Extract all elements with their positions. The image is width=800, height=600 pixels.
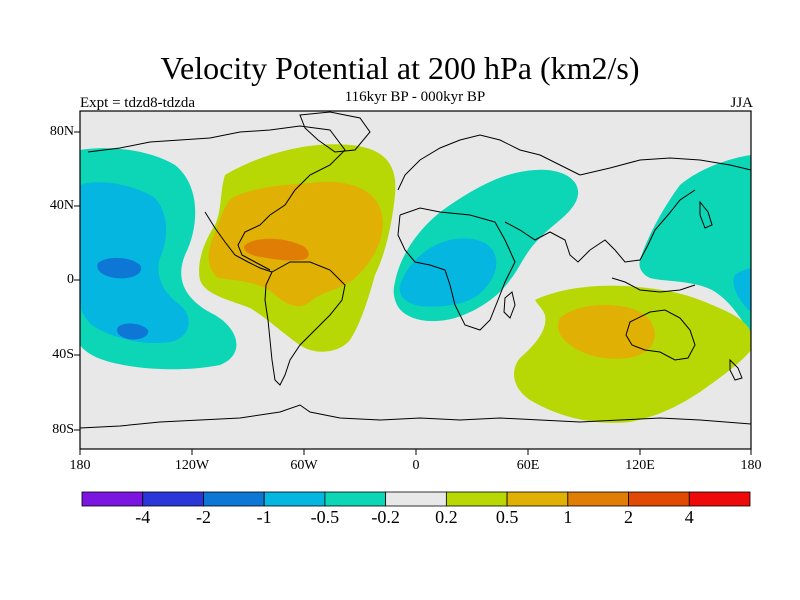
colorbar-swatch	[385, 491, 447, 507]
map-title: Velocity Potential at 200 hPa (km2/s)	[160, 50, 640, 86]
lon-label-180w: 180	[69, 458, 91, 473]
coast-north-america	[87, 125, 346, 271]
colorbar-swatch	[203, 491, 265, 507]
colorbar-swatch	[445, 491, 508, 507]
lon-label-0: 0	[412, 458, 420, 473]
lat-label-0: 0	[67, 272, 74, 287]
colorbar-label: -4	[135, 507, 151, 527]
colorbar-label: -0.5	[310, 507, 340, 527]
experiment-label: Expt = tdzd8-tdzda	[80, 95, 196, 111]
colorbar-label: -1	[256, 507, 272, 527]
colorbar-label: 0.5	[495, 507, 519, 527]
colorbar-label: 4	[684, 507, 694, 527]
lon-label-120e: 120E	[625, 458, 655, 473]
contour-pacific-neg-1b	[117, 323, 149, 340]
coast-antarctica	[80, 404, 751, 429]
map-subtitle: 116kyr BP - 000kyr BP	[344, 89, 486, 105]
coast-indonesia	[611, 277, 696, 293]
coast-japan	[699, 200, 713, 229]
axis-ticks	[74, 131, 752, 455]
colorbar-swatch	[628, 491, 690, 507]
contour-africa-neg-05	[399, 238, 497, 307]
lon-label-60w: 60W	[290, 458, 318, 473]
colorbar-label: 0.2	[435, 507, 458, 527]
colorbar-label: -0.2	[371, 507, 400, 527]
colorbar	[81, 491, 751, 507]
lat-label-80n: 80N	[49, 124, 74, 139]
contour-sio-pos-05	[558, 305, 655, 359]
coast-greenland	[299, 111, 371, 153]
coast-arabia-india	[504, 221, 591, 263]
coast-madagascar	[503, 291, 516, 319]
coast-central-america	[204, 211, 273, 273]
colorbar-swatch	[142, 491, 204, 507]
contour-field	[80, 111, 751, 449]
coast-south-america	[264, 261, 346, 386]
colorbar-swatch	[263, 491, 326, 507]
coastlines	[80, 111, 751, 429]
contour-pacific-neg-1a	[97, 257, 142, 279]
lon-label-120w: 120W	[174, 458, 210, 473]
season-label: JJA	[730, 95, 753, 111]
lat-label-40n: 40N	[49, 198, 74, 213]
colorbar-label: -2	[195, 507, 211, 527]
colorbar-swatch	[324, 491, 387, 507]
coast-africa	[397, 207, 516, 331]
colorbar-swatch	[506, 491, 569, 507]
lon-label-60e: 60E	[516, 458, 540, 473]
coast-asia	[579, 157, 751, 263]
coast-australia	[625, 309, 696, 361]
lon-label-180e: 180	[740, 458, 762, 473]
colorbar-label: 2	[624, 507, 634, 527]
lat-label-40s: 40S	[52, 347, 74, 362]
colorbar-swatch	[81, 491, 144, 507]
contour-wpac-neg-02	[639, 155, 751, 335]
lat-label-80s: 80S	[52, 422, 74, 437]
contour-caribbean-pos-1	[244, 238, 309, 261]
colorbar-swatch	[688, 491, 751, 507]
contour-wpac-neg-05	[733, 268, 751, 312]
coast-new-zealand	[729, 358, 743, 381]
coast-europe	[397, 134, 581, 191]
colorbar-swatch	[567, 491, 629, 507]
colorbar-label: 1	[563, 507, 573, 527]
